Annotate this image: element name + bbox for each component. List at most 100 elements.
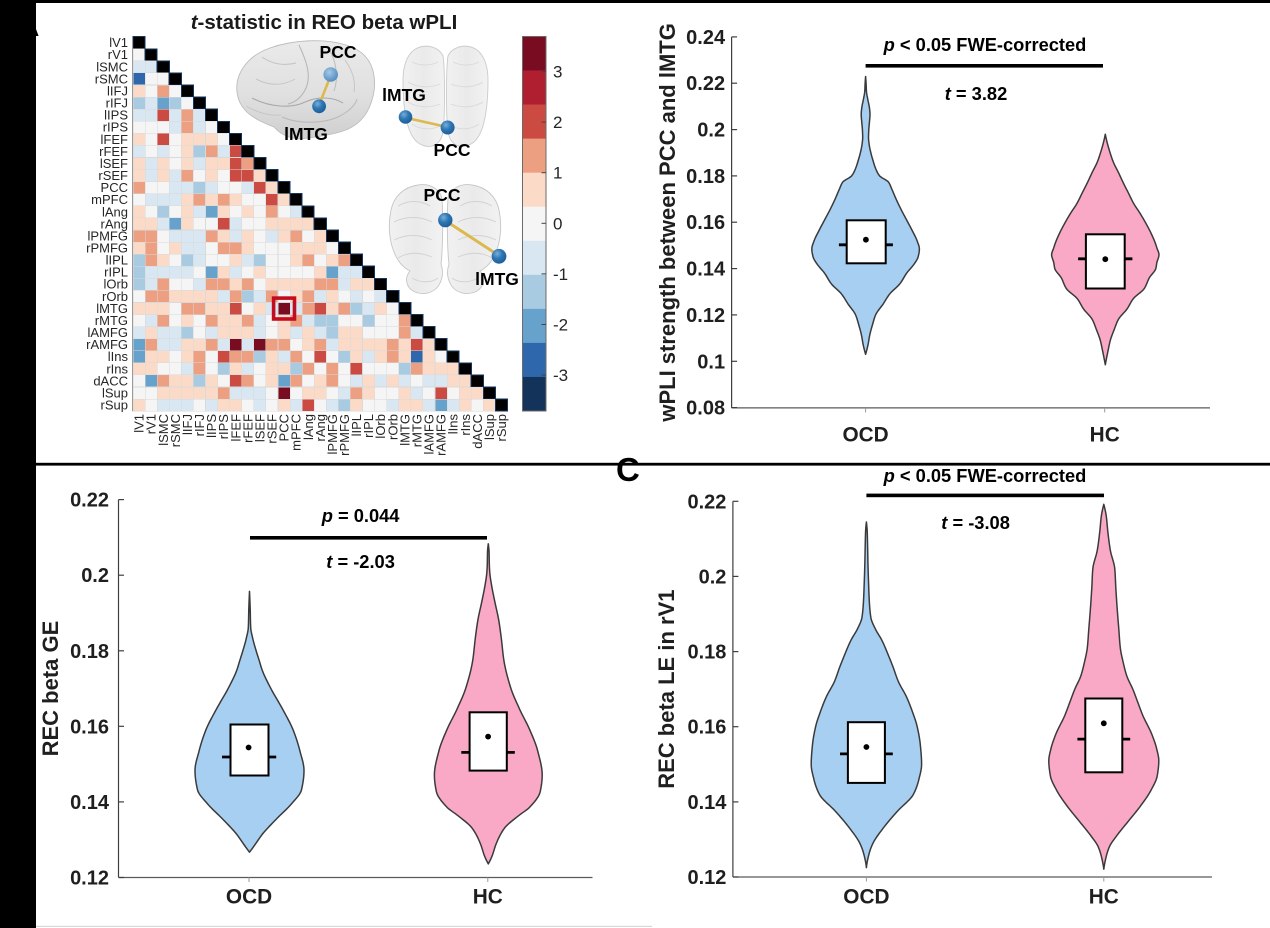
svg-text:rMTG: rMTG xyxy=(410,414,425,447)
svg-text:lSMC: lSMC xyxy=(96,59,128,74)
svg-text:0.08: 0.08 xyxy=(686,398,725,420)
svg-text:0.22: 0.22 xyxy=(686,73,725,95)
svg-text:dACC: dACC xyxy=(470,414,485,449)
svg-text:-2: -2 xyxy=(553,316,568,335)
svg-text:HC: HC xyxy=(1089,886,1119,909)
svg-text:lV1: lV1 xyxy=(132,414,147,433)
svg-text:OCD: OCD xyxy=(226,886,272,909)
svg-text:rIPL: rIPL xyxy=(104,265,128,280)
svg-text:HC: HC xyxy=(473,886,503,909)
svg-text:0.18: 0.18 xyxy=(687,642,726,664)
svg-text:lAng: lAng xyxy=(102,204,128,219)
svg-text:0.12: 0.12 xyxy=(70,868,109,890)
svg-text:lIPL: lIPL xyxy=(106,253,128,268)
svg-text:0.14: 0.14 xyxy=(70,792,110,814)
svg-text:0: 0 xyxy=(553,214,562,233)
svg-text:lSup: lSup xyxy=(102,386,128,401)
svg-text:lFEF: lFEF xyxy=(101,132,129,147)
svg-text:2: 2 xyxy=(553,113,562,132)
svg-text:0.18: 0.18 xyxy=(686,166,725,188)
svg-text:lIns: lIns xyxy=(446,414,461,435)
svg-text:OCD: OCD xyxy=(842,423,888,446)
svg-text:lIFJ: lIFJ xyxy=(180,414,195,435)
svg-text:rSup: rSup xyxy=(101,398,128,413)
svg-text:PCC: PCC xyxy=(277,414,292,441)
svg-text:rIPL: rIPL xyxy=(361,414,376,438)
svg-text:lIns: lIns xyxy=(108,349,129,364)
svg-text:rPMFG: rPMFG xyxy=(337,414,352,456)
svg-text:lIPS: lIPS xyxy=(104,108,128,123)
svg-text:REC beta GE: REC beta GE xyxy=(38,621,63,757)
svg-text:lMTG: lMTG xyxy=(284,124,328,144)
svg-text:B: B xyxy=(15,453,37,488)
svg-text:0.14: 0.14 xyxy=(687,792,727,814)
svg-text:rSEF: rSEF xyxy=(98,168,128,183)
svg-text:p < 0.05 FWE-corrected: p < 0.05 FWE-corrected xyxy=(883,34,1087,55)
svg-text:rSMC: rSMC xyxy=(168,414,183,447)
svg-text:rAMFG: rAMFG xyxy=(434,414,449,456)
svg-text:0.18: 0.18 xyxy=(70,641,109,663)
svg-text:rIns: rIns xyxy=(106,361,128,376)
svg-text:lMTG: lMTG xyxy=(397,414,412,446)
svg-text:rOrb: rOrb xyxy=(102,289,128,304)
svg-text:lPMFG: lPMFG xyxy=(88,228,128,243)
svg-text:lOrb: lOrb xyxy=(103,277,128,292)
svg-text:p = 0.044: p = 0.044 xyxy=(321,505,401,526)
svg-text:t = -3.08: t = -3.08 xyxy=(941,512,1010,533)
svg-text:lOrb: lOrb xyxy=(373,414,388,439)
svg-text:rFEF: rFEF xyxy=(240,414,255,443)
svg-text:0.2: 0.2 xyxy=(699,566,727,588)
svg-text:0.2: 0.2 xyxy=(697,120,725,142)
svg-text:REC beta LE in rV1: REC beta LE in rV1 xyxy=(654,590,679,789)
svg-text:rMTG: rMTG xyxy=(95,313,128,328)
svg-text:lAng: lAng xyxy=(301,414,316,440)
svg-text:0.24: 0.24 xyxy=(686,27,726,49)
svg-text:mPFC: mPFC xyxy=(91,192,128,207)
svg-text:rAMFG: rAMFG xyxy=(86,337,128,352)
svg-text:0.12: 0.12 xyxy=(687,867,726,889)
svg-text:wPLI strength between PCC and: wPLI strength between PCC and lMTG xyxy=(655,23,680,422)
svg-text:rIFJ: rIFJ xyxy=(192,414,207,436)
svg-text:rPMFG: rPMFG xyxy=(86,241,128,256)
svg-text:0.16: 0.16 xyxy=(687,717,726,739)
svg-text:rAng: rAng xyxy=(313,414,328,441)
svg-text:rV1: rV1 xyxy=(108,47,128,62)
svg-text:p < 0.05 FWE-corrected: p < 0.05 FWE-corrected xyxy=(883,465,1087,486)
svg-text:t = 3.82: t = 3.82 xyxy=(945,83,1008,104)
svg-text:lIFJ: lIFJ xyxy=(107,84,128,99)
svg-text:0.14: 0.14 xyxy=(686,259,726,281)
svg-text:-1: -1 xyxy=(553,265,568,284)
svg-text:lSEF: lSEF xyxy=(100,156,128,171)
svg-text:rIPS: rIPS xyxy=(216,414,231,440)
svg-text:A: A xyxy=(17,8,39,43)
svg-text:lSup: lSup xyxy=(482,414,497,440)
svg-text:0.2: 0.2 xyxy=(81,565,109,587)
svg-text:0.22: 0.22 xyxy=(687,491,726,513)
svg-text:HC: HC xyxy=(1090,423,1120,446)
svg-text:lIPS: lIPS xyxy=(204,414,219,438)
svg-text:lSEF: lSEF xyxy=(252,414,267,442)
svg-text:lAMFG: lAMFG xyxy=(88,325,128,340)
svg-text:mPFC: mPFC xyxy=(289,414,304,451)
svg-text:-3: -3 xyxy=(553,366,568,385)
svg-text:OCD: OCD xyxy=(843,886,889,909)
svg-text:rSMC: rSMC xyxy=(95,71,128,86)
svg-text:rAng: rAng xyxy=(101,216,128,231)
svg-text:rIns: rIns xyxy=(458,414,473,436)
svg-text:lAMFG: lAMFG xyxy=(422,414,437,454)
svg-text:PCC: PCC xyxy=(101,180,128,195)
svg-text:lIPL: lIPL xyxy=(349,414,364,436)
svg-text:rIPS: rIPS xyxy=(103,120,129,135)
svg-text:lFEF: lFEF xyxy=(228,414,243,442)
svg-text:lV1: lV1 xyxy=(109,35,128,50)
svg-text:rSup: rSup xyxy=(494,414,509,441)
svg-text:lMTG: lMTG xyxy=(96,301,128,316)
svg-text:lMTG: lMTG xyxy=(382,85,426,105)
svg-text:PCC: PCC xyxy=(320,42,357,62)
svg-text:rOrb: rOrb xyxy=(385,414,400,440)
svg-text:rV1: rV1 xyxy=(144,414,159,434)
svg-text:PCC: PCC xyxy=(424,185,461,205)
svg-text:dACC: dACC xyxy=(93,373,128,388)
svg-text:C: C xyxy=(616,451,640,488)
svg-text:1: 1 xyxy=(553,164,562,183)
